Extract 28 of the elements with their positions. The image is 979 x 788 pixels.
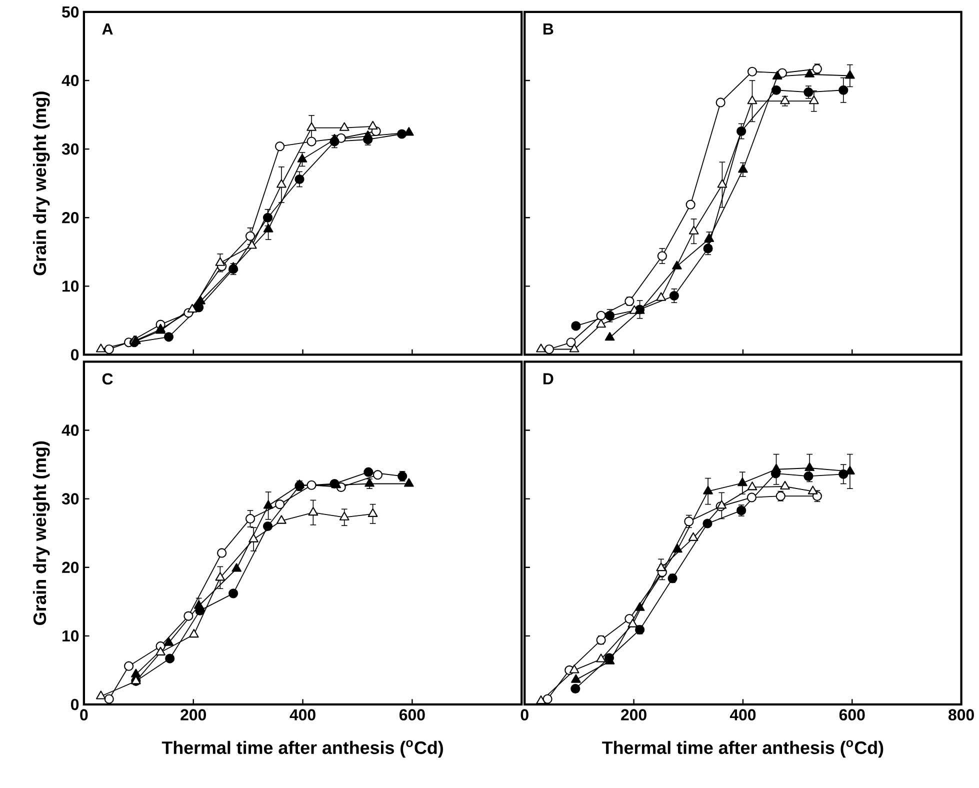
y-tick-label: 30 bbox=[62, 492, 79, 504]
x-tick-label: 400 bbox=[730, 708, 756, 720]
x-axis-title: Thermal time after anthesis ($^{o}$Cd) bbox=[602, 740, 884, 758]
x-tick-label: 800 bbox=[948, 708, 974, 720]
text: A bbox=[102, 23, 113, 34]
y-tick-label: 50 bbox=[62, 6, 79, 18]
x-tick-label: 600 bbox=[839, 708, 865, 720]
text: D bbox=[543, 373, 554, 384]
y-axis-title: Grain dry weight (mg) bbox=[32, 441, 50, 625]
x-tick-label: 0 bbox=[80, 708, 88, 720]
x-tick-label: 0 bbox=[520, 708, 528, 720]
x-tick-label: 600 bbox=[399, 708, 425, 720]
x-tick-label: 200 bbox=[180, 708, 206, 720]
y-tick-label: 40 bbox=[62, 424, 79, 436]
y-axis-title: Grain dry weight (mg) bbox=[32, 91, 50, 276]
y-tick-label: 0 bbox=[71, 348, 79, 360]
y-tick-label: 40 bbox=[62, 74, 79, 86]
y-tick-label: 20 bbox=[62, 562, 79, 573]
y-tick-label: 20 bbox=[62, 212, 79, 224]
y-tick-label: 0 bbox=[71, 698, 79, 710]
y-tick-label: 30 bbox=[62, 143, 79, 155]
text: B bbox=[543, 23, 554, 34]
y-tick-label: 10 bbox=[62, 280, 79, 292]
x-tick-label: 200 bbox=[621, 708, 646, 720]
y-tick-label: 10 bbox=[62, 630, 79, 642]
x-tick-label: 400 bbox=[290, 708, 316, 720]
x-axis-title: Thermal time after anthesis ($^{o}$Cd) bbox=[162, 740, 443, 758]
text: C bbox=[102, 373, 113, 384]
